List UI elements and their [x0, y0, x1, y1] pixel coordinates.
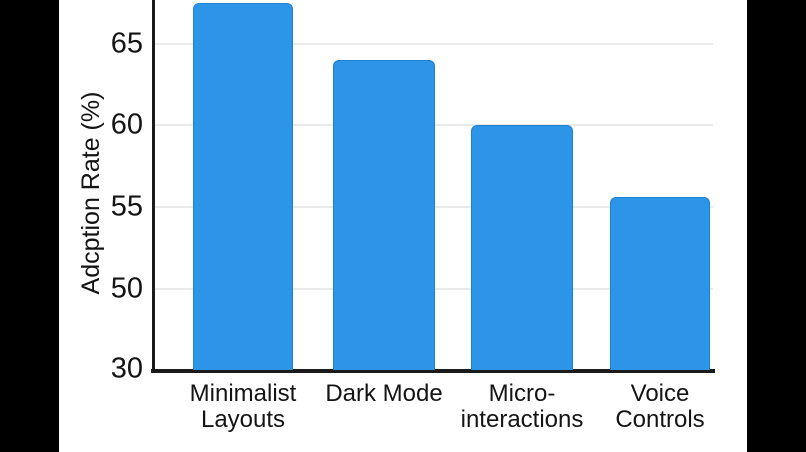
- y-tick-label-65: 65: [110, 27, 143, 59]
- x-tick-label-line: Minimalist: [189, 380, 297, 407]
- x-tick-label-line: Controls: [615, 406, 705, 433]
- y-tick-label-55: 55: [110, 190, 143, 222]
- x-tick-label-micro-interactions: Micro-interactions: [422, 381, 622, 433]
- bar-minimalist-layouts: [193, 2, 293, 370]
- bar-voice-controls: [610, 196, 710, 370]
- x-tick-label-dark-mode: Dark Mode: [284, 381, 484, 407]
- gridline-65: [155, 42, 713, 45]
- x-axis-line: [151, 369, 715, 373]
- bar-dark-mode: [333, 59, 435, 370]
- x-tick-label-line: Voice: [630, 380, 690, 407]
- bar-micro-interactions: [471, 125, 573, 370]
- x-tick-label-line: Dark Mode: [325, 380, 443, 407]
- y-tick-label-30: 30: [110, 352, 143, 385]
- chart-panel: Adcption Rate (%) 65 60 55 50 30 Minimalist L…: [59, 0, 747, 452]
- y-axis-line: [152, 0, 155, 373]
- y-tick-label-50: 50: [110, 272, 143, 304]
- y-tick-label-60: 60: [110, 108, 143, 141]
- x-tick-label-line: interactions: [460, 406, 584, 433]
- x-tick-label-minimalist-layouts: Minimalist Layouts: [143, 381, 343, 433]
- x-tick-label-voice-controls: Voice Controls: [560, 381, 760, 433]
- x-tick-label-line: Micro-: [488, 380, 556, 407]
- x-tick-label-line: Layouts: [200, 406, 286, 433]
